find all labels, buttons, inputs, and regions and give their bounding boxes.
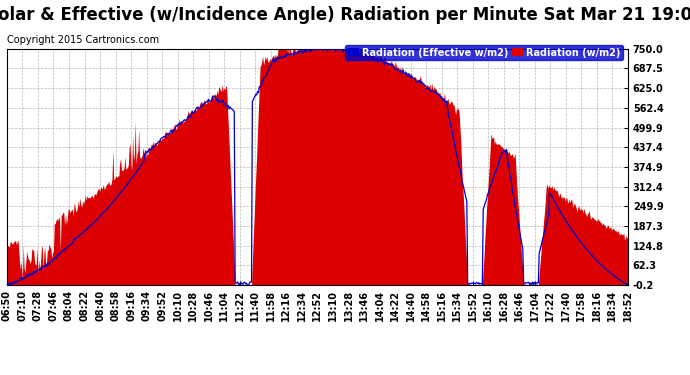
- Text: Copyright 2015 Cartronics.com: Copyright 2015 Cartronics.com: [7, 35, 159, 45]
- Text: Solar & Effective (w/Incidence Angle) Radiation per Minute Sat Mar 21 19:06: Solar & Effective (w/Incidence Angle) Ra…: [0, 6, 690, 24]
- Legend: Radiation (Effective w/m2), Radiation (w/m2): Radiation (Effective w/m2), Radiation (w…: [345, 45, 623, 60]
